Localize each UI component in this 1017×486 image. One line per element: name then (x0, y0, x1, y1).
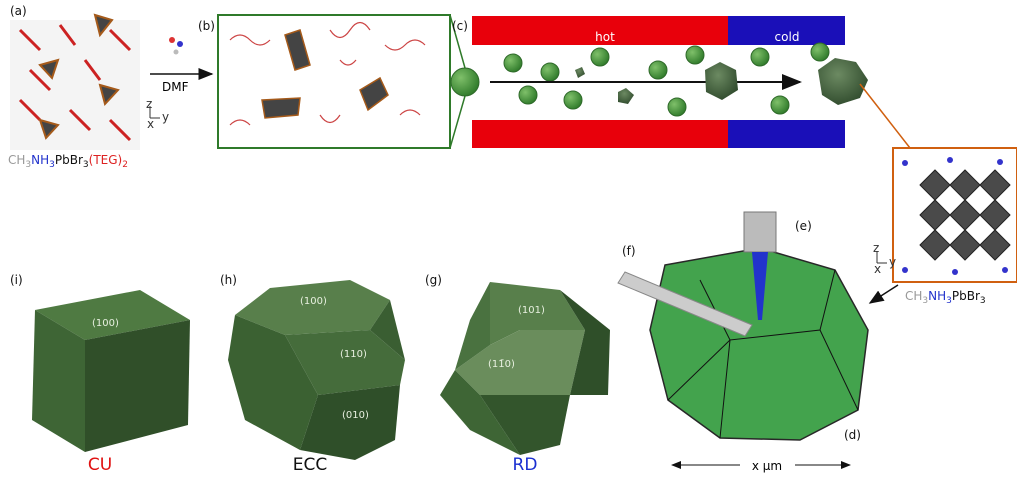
crystal-name: CU (88, 455, 112, 475)
crystal-name: RD (513, 455, 538, 475)
panel-c: (c) hot cold (450, 16, 911, 149)
crystal-rd: (g) (101) (11̄0) RD (425, 273, 610, 475)
facet-label: (101) (518, 305, 545, 316)
panel-d: (f) (e) (d) x μm z y x (617, 211, 896, 473)
panel-a: (a) CH3NH3PbBr3(TEG)2 z y x (8, 4, 169, 170)
panel-label: (a) (10, 4, 27, 18)
cold-zone (728, 16, 845, 45)
formula-part: PbBr (55, 153, 83, 167)
facet-label: (010) (342, 410, 369, 421)
facet-label: (110) (340, 349, 367, 360)
panel-b: (b) (198, 14, 451, 149)
formula-part: CH (905, 289, 922, 303)
product-formula: CH3NH3PbBr3 (905, 289, 986, 306)
crystal-name: ECC (293, 455, 327, 475)
axis-label: z (873, 241, 879, 255)
panel-label: (b) (198, 19, 215, 33)
product-structure: CH3NH3PbBr3 (868, 147, 1017, 306)
panel-label: (i) (10, 273, 23, 287)
panel-label: (e) (795, 219, 812, 233)
formula-part: (TEG) (89, 153, 123, 167)
panel-label: (d) (844, 428, 861, 442)
facet-label: (100) (92, 318, 119, 329)
formula-sub: 2 (122, 160, 128, 170)
hot-zone (472, 16, 728, 45)
scale-label: x μm (752, 459, 782, 473)
axis-label: z (146, 97, 152, 111)
reagent-label: DMF (162, 80, 189, 94)
formula-sub: 3 (980, 296, 986, 306)
cold-zone (728, 120, 845, 148)
crystal-cu: (i) (100) CU (10, 273, 190, 475)
dmf-step: DMF (150, 37, 214, 94)
formula-sub: 3 (922, 296, 928, 306)
facet-label: (11̄0) (488, 359, 515, 370)
hot-zone (472, 120, 728, 148)
panel-label: (g) (425, 273, 442, 287)
formula-part: CH (8, 153, 25, 167)
formula-sub: 3 (25, 160, 31, 170)
panel-label: (h) (220, 273, 237, 287)
zone-label: hot (595, 30, 615, 44)
formula-sub: 3 (83, 160, 89, 170)
solution-box (217, 14, 451, 149)
formula-part: NH (31, 153, 49, 167)
formula-part: PbBr (952, 289, 980, 303)
axis-label: y (162, 110, 169, 124)
crystal-ecc: (h) (100) (110) (010) ECC (220, 273, 405, 475)
precursor-formula: CH3NH3PbBr3(TEG)2 (8, 153, 128, 170)
axis-label: x (874, 262, 881, 276)
formula-sub: 3 (946, 296, 952, 306)
formula-part: NH (928, 289, 946, 303)
panel-label: (c) (452, 19, 468, 33)
facet-label: (100) (300, 296, 327, 307)
zone-label: cold (775, 30, 800, 44)
axis-label: x (147, 117, 154, 131)
formula-sub: 3 (49, 160, 55, 170)
axis-label: y (889, 255, 896, 269)
panel-label: (f) (622, 244, 636, 258)
